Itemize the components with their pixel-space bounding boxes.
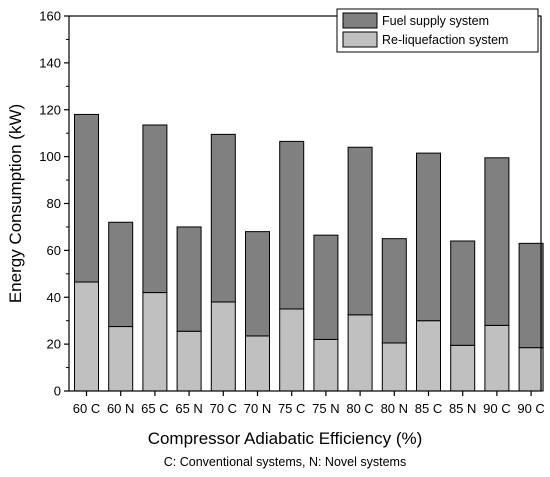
bar-reliquefaction-0 — [74, 281, 99, 392]
legend-swatch-1 — [342, 31, 378, 48]
x-tick-label-10: 85 C — [415, 401, 442, 416]
bar-reliquefaction-9 — [381, 342, 407, 392]
bar-reliquefaction-7 — [313, 338, 339, 392]
y-tick-label-8: 160 — [39, 9, 61, 24]
y-tick-label-2: 40 — [47, 290, 61, 305]
bar-fuel-supply-3 — [176, 226, 202, 332]
bars-group — [74, 113, 544, 392]
bar-reliquefaction-1 — [108, 326, 134, 392]
legend-label-0: Fuel supply system — [382, 14, 489, 28]
x-tick-label-3: 65 N — [175, 401, 202, 416]
y-axis-title: Energy Consumption (kW) — [6, 104, 25, 303]
x-ticks-group: 60 C 60 N 65 C 65 N 70 C 70 N 75 C 75 N 80 C 80 N… — [73, 391, 545, 416]
bar-fuel-supply-2 — [142, 124, 168, 294]
bar-fuel-supply-6 — [279, 140, 305, 310]
bar-reliquefaction-12 — [484, 324, 510, 392]
x-tick-label-7: 75 N — [312, 401, 339, 416]
x-axis-title: Compressor Adiabatic Efficiency (%) — [148, 429, 423, 448]
bar-reliquefaction-11 — [450, 344, 476, 392]
bar-reliquefaction-8 — [347, 314, 373, 392]
bar-fuel-supply-5 — [245, 231, 270, 337]
bar-fuel-supply-9 — [381, 238, 407, 344]
bar-reliquefaction-13 — [518, 347, 544, 392]
x-tick-label-2: 65 C — [141, 401, 168, 416]
x-tick-label-4: 70 C — [210, 401, 237, 416]
y-tick-label-0: 0 — [54, 384, 61, 399]
bar-fuel-supply-4 — [210, 133, 236, 303]
y-tick-label-7: 140 — [39, 55, 61, 70]
bar-fuel-supply-1 — [108, 221, 134, 328]
x-tick-label-5: 70 N — [244, 401, 271, 416]
legend-label-1: Re-liquefaction system — [382, 33, 508, 47]
bar-fuel-supply-13 — [518, 242, 544, 349]
chart-caption: C: Conventional systems, N: Novel system… — [164, 455, 406, 469]
x-tick-label-9: 80 N — [381, 401, 408, 416]
bar-fuel-supply-10 — [416, 152, 441, 322]
bar-fuel-supply-11 — [450, 240, 476, 346]
bar-reliquefaction-5 — [245, 335, 270, 392]
bar-reliquefaction-4 — [210, 301, 236, 392]
y-tick-label-6: 120 — [39, 102, 61, 117]
bar-reliquefaction-10 — [416, 320, 441, 392]
legend-swatch-0 — [342, 12, 378, 29]
x-tick-label-11: 85 N — [449, 401, 476, 416]
x-tick-label-1: 60 N — [107, 401, 134, 416]
bar-fuel-supply-12 — [484, 157, 510, 326]
x-tick-label-0: 60 C — [73, 401, 100, 416]
bar-reliquefaction-2 — [142, 292, 168, 392]
bar-reliquefaction-6 — [279, 308, 305, 392]
y-tick-label-5: 100 — [39, 149, 61, 164]
y-tick-label-1: 20 — [47, 337, 61, 352]
x-tick-label-13: 90 C — [517, 401, 544, 416]
bar-fuel-supply-7 — [313, 234, 339, 340]
bar-fuel-supply-0 — [74, 113, 99, 283]
x-tick-label-12: 90 C — [483, 401, 510, 416]
bar-fuel-supply-8 — [347, 146, 373, 316]
x-tick-label-6: 75 C — [278, 401, 305, 416]
y-tick-label-3: 60 — [47, 243, 61, 258]
bar-reliquefaction-3 — [176, 330, 202, 392]
y-ticks-group: 0 20 40 60 80 100 120 140 160 — [39, 9, 69, 399]
y-tick-label-4: 80 — [47, 196, 61, 211]
x-tick-label-8: 80 C — [346, 401, 373, 416]
legend: Fuel supply system Re-liquefaction system — [336, 8, 539, 53]
